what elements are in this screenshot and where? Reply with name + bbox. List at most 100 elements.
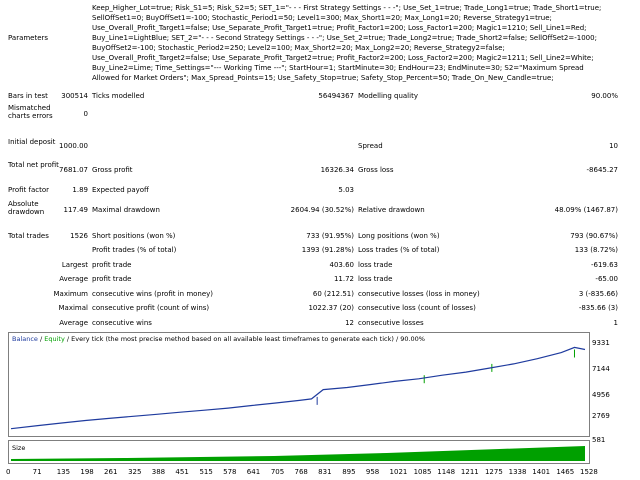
x-tick: 388: [151, 468, 166, 476]
gross-profit-value: 16326.34: [320, 166, 354, 174]
total-trades-label: Total trades: [8, 232, 49, 240]
size-label: Size: [12, 444, 26, 452]
x-tick: 71: [32, 468, 42, 476]
x-tick: 1148: [437, 468, 456, 476]
total-net-profit-value: 7681.07: [59, 166, 88, 174]
average-profit-label: profit trade: [92, 275, 132, 283]
maximal-label: Maximal: [58, 304, 88, 312]
chart-legend: Balance / Equity / Every tick (the most …: [12, 335, 425, 343]
size-plot: [11, 446, 585, 461]
x-tick: 831: [318, 468, 332, 476]
loss-trades-value: 133 (8.72%): [574, 246, 618, 254]
short-positions-label: Short positions (won %): [92, 232, 176, 240]
gross-profit-label: Gross profit: [92, 166, 133, 174]
ticks-modelled-value: 56494367: [318, 92, 354, 100]
balance-chart: Balance / Equity / Every tick (the most …: [8, 332, 590, 437]
x-tick: 515: [199, 468, 213, 476]
x-tick: 1211: [460, 468, 479, 476]
maximal-cons-profit-label: consecutive profit (count of wins): [92, 304, 210, 312]
gross-loss-value: -8645.27: [586, 166, 618, 174]
gross-loss-label: Gross loss: [358, 166, 394, 174]
size-series-area: [11, 446, 585, 461]
x-tick: 641: [246, 468, 261, 476]
size-chart: Size: [8, 440, 590, 464]
x-tick: 1465: [556, 468, 575, 476]
balance-plot: [10, 346, 586, 430]
y-tick: 2769: [592, 412, 610, 420]
x-tick: 325: [128, 468, 142, 476]
average-profit-value: 11.72: [333, 275, 354, 283]
avg-cons-losses-value: 1: [613, 319, 618, 327]
maximal-drawdown-label: Maximal drawdown: [92, 206, 160, 214]
x-tick: 261: [104, 468, 118, 476]
x-tick: 958: [365, 468, 380, 476]
profit-factor-value: 1.89: [72, 186, 88, 194]
average-loss-label: loss trade: [358, 275, 393, 283]
initial-deposit-label: Initial deposit: [8, 138, 56, 146]
average-loss-value: -65.00: [595, 275, 618, 283]
absolute-drawdown-value: 117.49: [63, 206, 89, 214]
param-line: Allowed for Market Orders"; Max_Spread_P…: [92, 74, 554, 82]
largest-loss-label: loss trade: [358, 261, 393, 269]
average-cons-label: Average: [59, 319, 88, 327]
expected-payoff-label: Expected payoff: [92, 186, 149, 194]
largest-profit-value: 403.60: [329, 261, 355, 269]
x-tick: 0: [6, 468, 11, 476]
param-line: Keep_Higher_Lot=true; Risk_S1=5; Risk_S2…: [92, 4, 602, 12]
balance-series-line: [10, 346, 586, 430]
x-tick: 578: [223, 468, 237, 476]
spread-value: 10: [609, 142, 618, 150]
x-tick: 198: [80, 468, 94, 476]
profit-trades-label: Profit trades (% of total): [92, 246, 177, 254]
x-tick: 1528: [580, 468, 598, 476]
max-cons-wins-label: consecutive wins (profit in money): [92, 290, 214, 298]
maximal-cons-loss-value: -835.66 (3): [578, 304, 618, 312]
modelling-quality-value: 90.00%: [591, 92, 618, 100]
legend-description: / Every tick (the most precise method ba…: [64, 335, 425, 343]
ticks-modelled-label: Ticks modelled: [92, 92, 145, 100]
x-tick: 768: [294, 468, 308, 476]
x-tick: 895: [342, 468, 356, 476]
max-cons-losses-value: 3 (-835.66): [578, 290, 618, 298]
absolute-drawdown-label: Absolute drawdown: [8, 200, 45, 216]
short-positions-value: 733 (91.95%): [306, 232, 354, 240]
profit-factor-label: Profit factor: [8, 186, 49, 194]
largest-label: Largest: [61, 261, 88, 269]
x-tick: 451: [175, 468, 189, 476]
profit-trades-value: 1393 (91.28%): [301, 246, 354, 254]
bars-in-test-label: Bars in test: [8, 92, 48, 100]
avg-cons-losses-label: consecutive losses: [358, 319, 424, 327]
param-line: Buy_Line2=Lime; Time_Settings="--- Worki…: [92, 64, 584, 72]
max-cons-wins-value: 60 (212.51): [312, 290, 354, 298]
legend-separator: /: [37, 335, 45, 343]
param-line: Use_Overall_Profit_Target2=false; Use_Se…: [92, 54, 594, 62]
x-tick: 1338: [508, 468, 527, 476]
maximal-cons-loss-label: consecutive loss (count of losses): [358, 304, 476, 312]
average-label: Average: [59, 275, 88, 283]
x-tick: 135: [56, 468, 71, 476]
bars-in-test-value: 300514: [61, 92, 88, 100]
legend-equity: Equity: [44, 335, 65, 343]
largest-profit-label: profit trade: [92, 261, 132, 269]
y-tick: 581: [592, 436, 606, 444]
largest-loss-value: -619.63: [590, 261, 618, 269]
x-tick: 1085: [413, 468, 432, 476]
maximal-cons-profit-value: 1022.37 (20): [308, 304, 354, 312]
long-positions-value: 793 (90.67%): [570, 232, 618, 240]
param-line: SellOffSet1=0; BuyOffSet1=-100; Stochast…: [92, 14, 552, 22]
relative-drawdown-label: Relative drawdown: [358, 206, 425, 214]
maximum-label: Maximum: [53, 290, 89, 298]
initial-deposit-value: 1000.00: [59, 142, 88, 150]
x-tick: 1021: [389, 468, 408, 476]
x-tick: 705: [270, 468, 285, 476]
mismatched-label: Mismatched charts errors: [8, 104, 53, 120]
spread-label: Spread: [358, 142, 383, 150]
y-tick: 4956: [592, 391, 610, 399]
total-net-profit-label: Total net profit: [8, 161, 59, 169]
modelling-quality-label: Modelling quality: [358, 92, 418, 100]
max-cons-losses-label: consecutive losses (loss in money): [358, 290, 480, 298]
avg-cons-wins-label: consecutive wins: [92, 319, 152, 327]
loss-trades-label: Loss trades (% of total): [358, 246, 440, 254]
x-tick: 1275: [484, 468, 503, 476]
expected-payoff-value: 5.03: [338, 186, 354, 194]
